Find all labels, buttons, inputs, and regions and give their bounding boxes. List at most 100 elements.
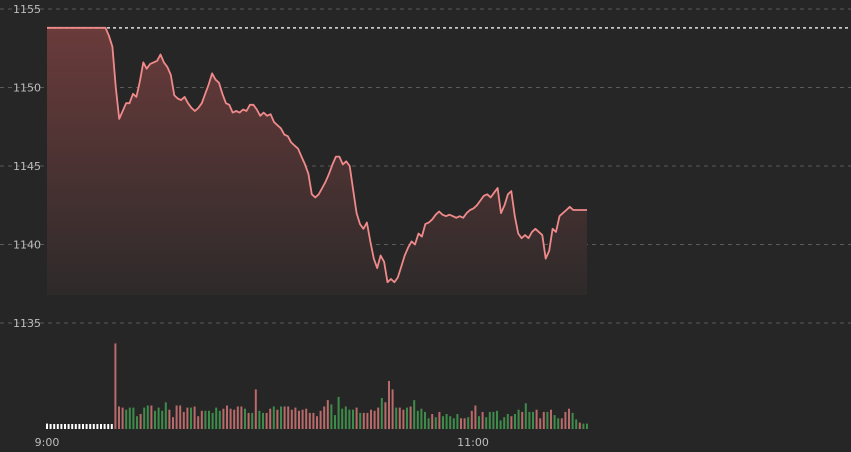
volume-bar xyxy=(460,418,462,429)
volume-bar xyxy=(251,412,254,429)
volume-bar xyxy=(146,405,149,429)
volume-bar xyxy=(236,406,239,429)
volume-bar xyxy=(56,424,59,429)
volume-bar xyxy=(182,411,185,429)
volume-bar xyxy=(442,416,444,429)
volume-bar xyxy=(240,406,243,429)
volume-bar xyxy=(402,409,405,429)
volume-bar xyxy=(542,411,545,429)
volume-bar xyxy=(496,410,498,429)
volume-bar xyxy=(114,343,117,429)
volume-bar xyxy=(395,407,398,429)
volume-bar xyxy=(290,409,293,429)
volume-bar xyxy=(571,412,574,429)
volume-bar xyxy=(305,408,308,429)
volume-bar xyxy=(154,410,156,429)
volume-bar xyxy=(553,415,556,429)
volume-bar xyxy=(298,410,300,429)
volume-bar xyxy=(139,414,142,429)
x-tick-label: 11:00 xyxy=(457,436,489,449)
volume-bar xyxy=(89,424,92,429)
volume-bar xyxy=(143,407,146,429)
volume-bar xyxy=(269,408,272,429)
volume-bar xyxy=(470,410,473,429)
volume-bar xyxy=(128,407,131,429)
volume-bar xyxy=(200,410,203,429)
volume-bar xyxy=(582,423,585,429)
volume-bar xyxy=(218,410,221,429)
volume-bar xyxy=(244,408,246,429)
volume-bar xyxy=(258,410,261,429)
volume-bar xyxy=(53,424,56,429)
volume-bar xyxy=(550,409,552,429)
x-axis-ticks: 9:00 11:00 xyxy=(35,436,489,449)
volume-bar xyxy=(308,412,311,429)
volume-bar xyxy=(82,424,84,429)
volume-bar xyxy=(348,409,351,429)
volume-bar xyxy=(499,420,502,429)
volume-bar xyxy=(312,412,315,429)
volume-bar xyxy=(110,424,113,429)
volume-bar xyxy=(481,411,484,429)
y-axis-ticks: 1155 1150 1145 1140 1135 xyxy=(13,3,41,330)
volume-bar xyxy=(557,418,560,429)
volume-bar xyxy=(276,409,279,429)
volume-bar xyxy=(168,409,171,429)
volume-bar xyxy=(485,417,488,429)
volume-bar xyxy=(434,417,437,429)
volume-bar xyxy=(262,412,264,429)
volume-bar xyxy=(445,414,448,429)
volume-bar xyxy=(161,410,164,429)
volume-bar xyxy=(452,418,455,429)
volume-bar xyxy=(341,408,344,429)
volume-bar xyxy=(521,411,524,429)
y-tick-label: 1150 xyxy=(13,82,41,95)
volume-bar xyxy=(424,411,426,429)
volume-bar xyxy=(100,424,102,429)
volume-bar xyxy=(416,410,419,429)
volume-bar xyxy=(233,409,236,429)
volume-bar xyxy=(568,408,570,429)
volume-bar xyxy=(370,409,372,429)
volume-bar xyxy=(532,411,534,429)
volume-bar xyxy=(49,424,52,429)
volume-bar xyxy=(107,424,110,429)
volume-bar xyxy=(247,412,250,429)
volume-bar xyxy=(265,412,268,429)
volume-bar xyxy=(64,424,66,429)
volume-bar xyxy=(197,416,200,429)
volume-bar xyxy=(546,411,549,429)
volume-bar xyxy=(326,400,329,429)
volume-bar xyxy=(398,407,401,429)
volume-bar xyxy=(330,404,333,429)
volume-bar xyxy=(301,409,304,429)
volume-bar xyxy=(391,389,394,429)
volume-bar xyxy=(186,407,189,429)
volume-bars xyxy=(46,343,588,430)
volume-bar xyxy=(193,406,196,429)
volume-bar xyxy=(323,406,326,429)
volume-bar xyxy=(492,411,495,429)
volume-bar xyxy=(136,416,138,429)
volume-bar xyxy=(316,416,318,429)
volume-bar xyxy=(384,402,387,430)
volume-bar xyxy=(215,407,218,429)
volume-bar xyxy=(456,414,459,429)
volume-bar xyxy=(74,424,77,429)
volume-bar xyxy=(528,411,531,429)
volume-bar xyxy=(85,424,88,429)
volume-bar xyxy=(226,405,228,429)
volume-bar xyxy=(280,406,282,429)
volume-bar xyxy=(179,405,182,429)
volume-bar xyxy=(586,423,588,429)
x-tick-label: 9:00 xyxy=(35,436,60,449)
volume-bar xyxy=(208,410,210,429)
volume-bar xyxy=(352,409,354,429)
volume-bar xyxy=(344,406,347,429)
volume-bar xyxy=(204,410,207,429)
volume-bar xyxy=(222,408,225,429)
volume-bar xyxy=(283,406,286,429)
volume-bar xyxy=(431,414,434,429)
volume-bar xyxy=(524,403,527,429)
